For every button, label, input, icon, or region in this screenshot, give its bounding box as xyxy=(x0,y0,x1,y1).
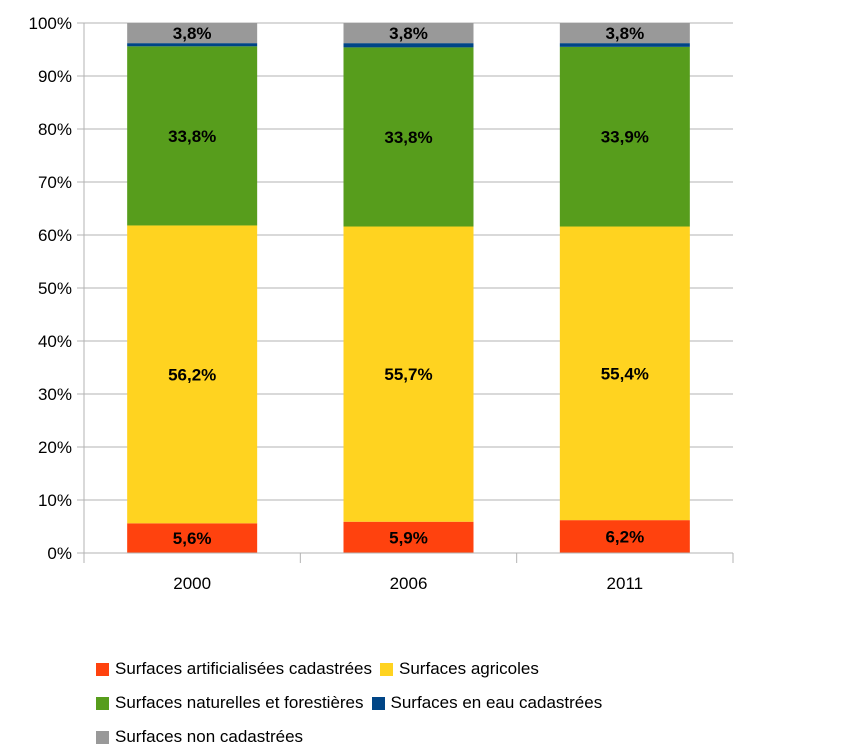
bar-segment xyxy=(343,23,474,44)
bar-segment xyxy=(127,23,258,44)
bar-segment xyxy=(127,225,258,524)
data-label: 33,9% xyxy=(601,128,649,147)
legend-item: Surfaces en eau cadastrées xyxy=(371,693,603,713)
y-tick-label: 50% xyxy=(38,279,72,298)
bar-segment xyxy=(127,523,258,553)
y-tick-label: 80% xyxy=(38,120,72,139)
legend-label: Surfaces agricoles xyxy=(399,659,539,678)
data-label: 5,9% xyxy=(389,528,428,547)
y-tick-label: 100% xyxy=(29,14,72,33)
legend-label: Surfaces naturelles et forestières xyxy=(115,693,364,712)
y-tick-label: 90% xyxy=(38,67,72,86)
legend-item: Surfaces artificialisées cadastrées xyxy=(96,659,372,679)
data-label: 3,8% xyxy=(389,24,428,43)
legend-row: Surfaces artificialisées cadastrées Surf… xyxy=(96,652,816,686)
bar-segment xyxy=(343,521,474,553)
bar-segment xyxy=(127,43,258,47)
data-label: 3,8% xyxy=(173,24,212,43)
legend-swatch xyxy=(371,696,385,710)
y-axis: 0% 10% 20% 30% 40% 50% 60% 70% 80% 90% 100% xyxy=(29,14,85,563)
bar-segment xyxy=(559,226,690,521)
y-tick-label: 60% xyxy=(38,226,72,245)
data-label: 3,8% xyxy=(605,24,644,43)
x-tick-label: 2000 xyxy=(173,574,211,593)
legend-label: Surfaces artificialisées cadastrées xyxy=(115,659,373,678)
legend-item: Surfaces agricoles xyxy=(380,659,539,679)
y-tick-label: 40% xyxy=(38,332,72,351)
data-label: 56,2% xyxy=(168,365,216,384)
bar-segment xyxy=(343,226,474,522)
data-label: 5,6% xyxy=(173,529,212,548)
legend-swatch xyxy=(380,662,394,676)
x-axis: 2000 2006 2011 xyxy=(83,552,734,593)
x-tick-label: 2011 xyxy=(607,574,644,593)
legend-item: Surfaces non cadastrées xyxy=(96,727,303,747)
y-tick-label: 70% xyxy=(38,173,72,192)
legend: Surfaces artificialisées cadastrées Surf… xyxy=(96,652,816,754)
data-label: 6,2% xyxy=(605,528,644,547)
bar-segment xyxy=(127,46,258,226)
legend-label: Surfaces en eau cadastrées xyxy=(390,693,603,712)
data-label: 33,8% xyxy=(168,127,216,146)
y-tick-label: 20% xyxy=(38,438,72,457)
bar-segment xyxy=(559,520,690,553)
bar-segment xyxy=(559,46,690,227)
data-label: 33,8% xyxy=(384,128,432,147)
legend-label: Surfaces non cadastrées xyxy=(115,727,304,746)
bar-segment xyxy=(343,47,474,227)
stacked-bar-chart: 0% 10% 20% 30% 40% 50% 60% 70% 80% 90% 100% 5,6% 56… xyxy=(29,14,734,593)
x-tick-label: 2006 xyxy=(390,574,428,593)
legend-swatch xyxy=(96,696,109,710)
y-tick-label: 10% xyxy=(38,491,72,510)
bars: 5,6% 56,2% 33,8% 3,8% 5,9% 55,7% 33,8% 3,8% 6,2%… xyxy=(127,23,690,553)
legend-item: Surfaces naturelles et forestières xyxy=(96,693,364,713)
legend-row: Surfaces non cadastrées xyxy=(96,720,816,754)
data-label: 55,4% xyxy=(601,364,649,383)
bar-segment xyxy=(343,43,474,48)
legend-swatch xyxy=(96,730,109,744)
data-label: 55,7% xyxy=(384,365,432,384)
bar-segment xyxy=(559,23,690,44)
y-tick-label: 0% xyxy=(47,544,72,563)
y-tick-label: 30% xyxy=(38,385,72,404)
legend-swatch xyxy=(96,662,109,676)
legend-row: Surfaces naturelles et forestières Surfa… xyxy=(96,686,816,720)
bar-segment xyxy=(559,43,690,47)
